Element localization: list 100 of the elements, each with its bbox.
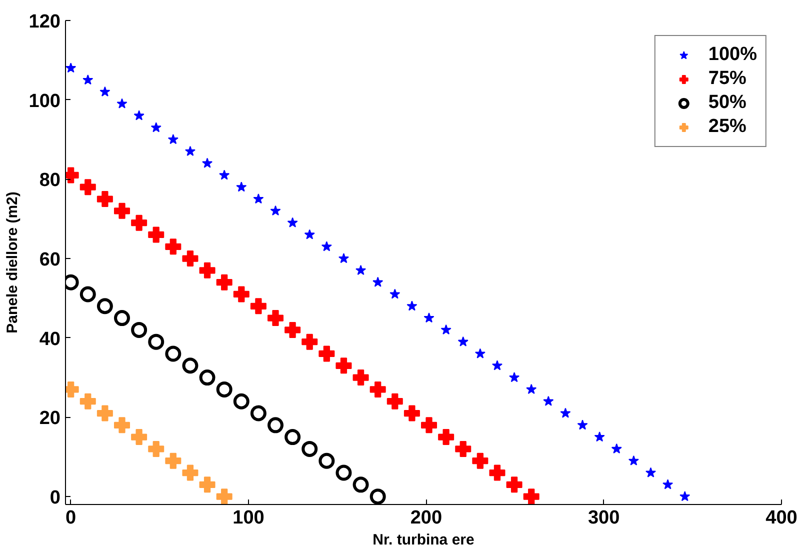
point xyxy=(438,429,454,446)
point xyxy=(474,348,486,358)
point xyxy=(82,74,94,85)
point xyxy=(352,370,369,386)
point xyxy=(148,440,164,457)
point xyxy=(318,452,335,469)
point xyxy=(560,408,571,418)
legend-label: 100% xyxy=(708,44,757,66)
point xyxy=(250,298,266,314)
point xyxy=(199,476,216,493)
point xyxy=(506,476,522,493)
x-axis-title: Nr. turbina ere xyxy=(372,532,474,548)
y-tick-label: 120 xyxy=(28,12,60,32)
point xyxy=(284,429,301,446)
point xyxy=(114,417,130,434)
point xyxy=(148,226,164,243)
point xyxy=(165,452,182,469)
point xyxy=(523,488,540,504)
point xyxy=(165,238,182,255)
x-tick-label: 0 xyxy=(66,508,76,528)
point xyxy=(148,334,164,350)
x-tick-label: 400 xyxy=(766,508,798,528)
point xyxy=(336,358,352,374)
point xyxy=(662,479,674,490)
point xyxy=(302,440,318,457)
point xyxy=(96,191,113,208)
point xyxy=(370,381,386,398)
point xyxy=(338,253,349,264)
point xyxy=(372,276,384,287)
point xyxy=(577,420,588,430)
point xyxy=(270,205,281,216)
point xyxy=(114,202,130,219)
point xyxy=(458,336,468,346)
point xyxy=(321,241,332,252)
point xyxy=(116,98,128,108)
point xyxy=(526,384,537,394)
point xyxy=(628,455,639,466)
x-tick-label: 300 xyxy=(588,508,620,528)
x-tick-label: 200 xyxy=(410,508,442,528)
y-tick-label: 20 xyxy=(39,408,61,430)
point xyxy=(250,405,266,422)
point xyxy=(182,358,198,374)
point xyxy=(424,312,434,323)
point xyxy=(165,346,182,362)
point xyxy=(199,262,216,278)
point xyxy=(645,467,656,478)
point xyxy=(268,417,284,434)
point xyxy=(336,464,352,481)
point xyxy=(80,393,96,410)
point xyxy=(472,452,488,469)
y-tick-label: 40 xyxy=(39,328,61,350)
point xyxy=(509,372,520,382)
point xyxy=(543,396,554,406)
point xyxy=(356,264,366,275)
point xyxy=(96,405,113,422)
point xyxy=(131,214,148,231)
legend-label: 50% xyxy=(708,92,746,114)
point xyxy=(150,122,162,132)
y-tick-label: 100 xyxy=(28,90,60,112)
point xyxy=(233,286,250,302)
point xyxy=(440,324,452,334)
point xyxy=(386,393,403,410)
point xyxy=(80,286,96,302)
point xyxy=(611,443,622,454)
point xyxy=(318,346,335,362)
point xyxy=(131,429,148,446)
legend-label: 75% xyxy=(708,68,746,90)
point xyxy=(202,158,213,168)
point xyxy=(233,393,250,410)
point xyxy=(287,217,298,228)
point xyxy=(268,310,284,326)
legend-label: 25% xyxy=(708,116,746,138)
point xyxy=(96,298,113,314)
y-tick-label: 60 xyxy=(39,250,61,271)
point xyxy=(284,322,301,338)
point xyxy=(370,488,386,504)
point xyxy=(489,464,506,481)
point xyxy=(184,146,196,156)
point xyxy=(253,194,264,204)
point xyxy=(421,417,438,434)
point xyxy=(66,62,76,73)
point xyxy=(80,179,96,196)
y-tick-label: 0 xyxy=(50,488,61,509)
point xyxy=(302,334,318,350)
point xyxy=(406,300,418,311)
point xyxy=(219,170,230,180)
point xyxy=(216,381,232,398)
point xyxy=(404,405,420,422)
point xyxy=(114,310,130,326)
point xyxy=(594,432,605,442)
y-axis-title: Panele diellore (m2) xyxy=(4,192,21,334)
point xyxy=(304,229,315,240)
point xyxy=(131,322,148,338)
point xyxy=(492,360,502,370)
y-tick-label: 80 xyxy=(39,170,61,192)
point xyxy=(182,250,198,267)
point xyxy=(680,491,690,502)
point xyxy=(199,370,216,386)
point xyxy=(352,476,369,493)
point xyxy=(216,274,232,290)
